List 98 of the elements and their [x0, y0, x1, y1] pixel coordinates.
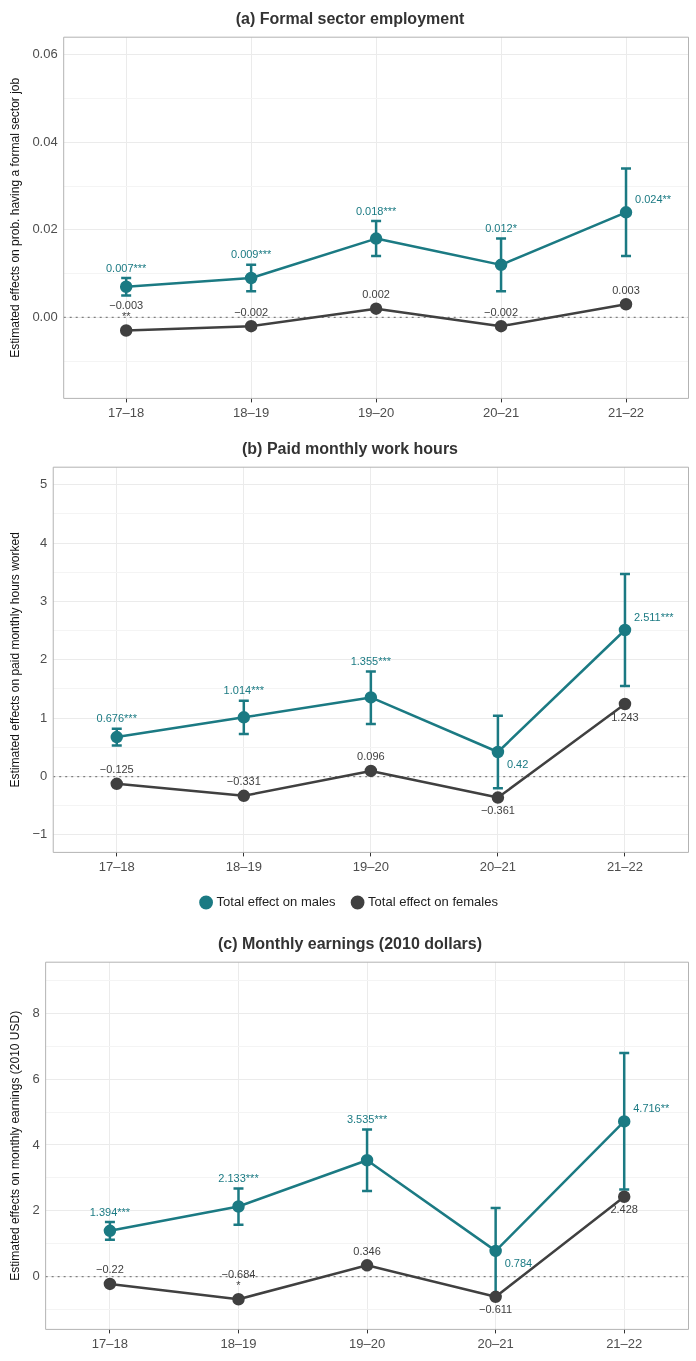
point	[237, 789, 251, 803]
point	[364, 764, 378, 778]
data-label: 0.003	[612, 283, 640, 296]
y-axis-title: Estimated effects on paid monthly hours worked	[7, 532, 22, 788]
point	[244, 271, 258, 285]
point	[232, 1292, 245, 1306]
y-tick-label: 6	[32, 1070, 40, 1086]
y-tick-label: 0	[32, 1268, 40, 1284]
data-label: 0.024**	[635, 193, 672, 206]
point	[619, 298, 633, 311]
y-tick-label: 4	[32, 1136, 40, 1152]
point	[360, 1154, 374, 1167]
y-tick-label: 4	[39, 534, 48, 550]
point	[369, 302, 383, 315]
point	[617, 1190, 631, 1203]
x-tick-label: 21–22	[607, 404, 645, 420]
data-label: −0.331	[226, 775, 261, 788]
data-label: 0.42	[506, 758, 529, 771]
x-tick-label: 19–20	[352, 858, 389, 874]
legend-label: Total effect on males	[216, 894, 337, 910]
point	[119, 324, 133, 337]
data-label: 0.784	[504, 1256, 533, 1269]
point	[110, 777, 123, 791]
y-tick-label: 0.02	[32, 221, 58, 237]
point	[619, 206, 633, 219]
point	[618, 623, 632, 637]
x-tick-label: 17–18	[91, 1335, 128, 1351]
data-label: 0.018***	[355, 204, 397, 217]
x-tick-label: 17–18	[98, 858, 135, 874]
chart-title: (a) Formal sector employment	[235, 10, 465, 28]
y-tick-label: 1	[39, 709, 48, 725]
data-label: 1.394***	[89, 1205, 131, 1218]
data-label: −0.002	[484, 305, 519, 318]
data-label: 1.243	[611, 710, 639, 723]
y-tick-label: 8	[32, 1004, 40, 1020]
point	[494, 258, 508, 272]
y-tick-label: 2	[32, 1202, 40, 1218]
data-label: 0.676***	[96, 712, 138, 725]
data-label: 0.096	[357, 750, 385, 763]
x-tick-label: 19–20	[348, 1335, 386, 1351]
x-tick-label: 20–21	[477, 1335, 514, 1351]
data-label: 4.716**	[633, 1102, 671, 1115]
point	[369, 232, 383, 245]
data-label: 0.007***	[105, 261, 148, 274]
point	[618, 697, 632, 711]
data-label: 2.428	[610, 1203, 638, 1216]
point	[244, 319, 258, 333]
x-tick-label: 20–21	[479, 858, 516, 874]
y-tick-label: −1	[32, 826, 48, 842]
data-label: −0.22	[96, 1263, 124, 1276]
data-label: 2.511***	[633, 611, 675, 624]
x-tick-label: 17–18	[108, 404, 145, 420]
data-label: 3.535***	[346, 1113, 388, 1126]
data-label: 2.133***	[218, 1171, 260, 1184]
data-label: −0.361	[480, 804, 515, 817]
data-label: 0.012*	[485, 222, 518, 235]
point	[237, 711, 251, 724]
x-tick-label: 21–22	[606, 1335, 643, 1351]
point	[232, 1200, 245, 1213]
data-label: −0.611	[479, 1303, 513, 1316]
data-label: −0.003 **	[109, 299, 144, 323]
x-tick-label: 19–20	[358, 404, 395, 420]
data-label: 0.346	[353, 1244, 381, 1257]
x-tick-label: 18–19	[220, 1335, 257, 1351]
y-axis-title: Estimated effects on prob. having a formal sector job	[7, 77, 22, 358]
data-label: −0.125	[99, 763, 134, 776]
x-tick-label: 18–19	[225, 858, 262, 874]
y-tick-label: 2	[39, 651, 48, 667]
y-tick-label: 0.04	[32, 133, 58, 149]
x-tick-label: 18–19	[233, 404, 270, 420]
x-tick-label: 21–22	[606, 858, 644, 874]
point	[489, 1244, 502, 1258]
chart-title: (c) Monthly earnings (2010 dollars)	[217, 935, 483, 953]
data-label: 1.014***	[223, 684, 265, 697]
y-tick-label: 5	[39, 476, 48, 492]
point	[491, 791, 505, 804]
y-tick-label: 0	[39, 768, 48, 784]
data-label: 0.009***	[230, 248, 273, 261]
point	[494, 319, 508, 333]
y-tick-label: 3	[39, 593, 48, 609]
data-label: 0.002	[362, 288, 390, 301]
point	[617, 1115, 631, 1128]
point	[364, 691, 378, 704]
point	[103, 1224, 117, 1238]
x-tick-label: 20–21	[482, 404, 520, 420]
point	[103, 1277, 117, 1291]
point	[119, 280, 133, 294]
y-tick-label: 0.06	[32, 46, 58, 62]
text: 0.00	[32, 308, 58, 324]
y-axis-title: Estimated effects on monthly earnings (2010 USD)	[7, 1010, 22, 1281]
point	[491, 745, 505, 759]
point	[489, 1290, 502, 1304]
data-label: 1.355***	[350, 655, 392, 667]
point	[360, 1259, 374, 1272]
data-label: −0.002	[234, 305, 269, 318]
legend-label: Total effect on females	[368, 894, 499, 910]
data-label: −0.684 *	[221, 1267, 256, 1291]
chart-title: (b) Paid monthly work hours	[241, 440, 459, 458]
